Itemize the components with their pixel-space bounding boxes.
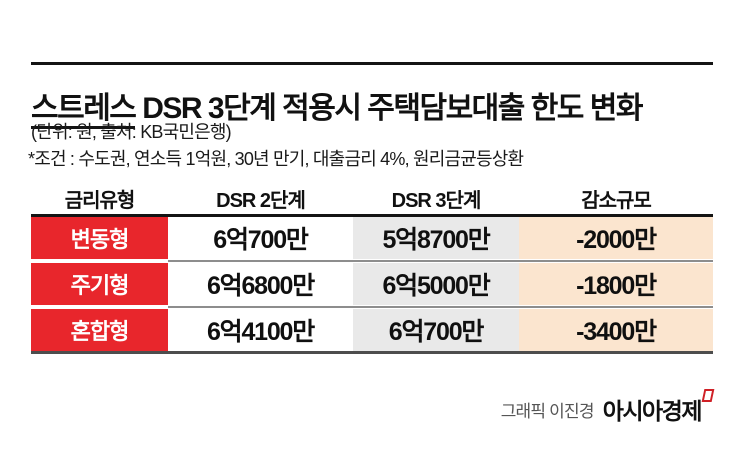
dsr3-value: 6억700만	[353, 309, 519, 351]
decrease-value: -3400만	[519, 309, 713, 351]
graphic-credit: 그래픽 이진경	[500, 401, 595, 421]
dsr3-value: 5억8700만	[353, 217, 519, 259]
brand-quote-mark-icon	[701, 389, 715, 402]
rate-type-label: 혼합형	[31, 309, 168, 351]
column-header-dsr2: DSR 2단계	[216, 190, 306, 212]
column-header-decrease: 감소규모	[581, 190, 652, 212]
decrease-value: -2000만	[519, 217, 713, 259]
table-row: 주기형 6억6800만 6억5000만 -1800만	[31, 263, 713, 305]
brand-text: 아시아경제	[602, 398, 703, 424]
dsr2-value: 6억6800만	[168, 263, 353, 305]
asia-economy-logo: 아시아경제	[602, 389, 715, 426]
dsr2-value: 6억4100만	[168, 309, 353, 351]
row-separator	[31, 259, 713, 263]
rate-type-label: 주기형	[31, 263, 168, 305]
condition-note: *조건 : 수도권, 연소득 1억원, 30년 만기, 대출금리 4%, 원리금…	[28, 149, 524, 169]
dsr3-value: 6억5000만	[353, 263, 519, 305]
column-header-dsr3: DSR 3단계	[391, 190, 482, 212]
table-bottom-rule	[31, 351, 713, 354]
footer-credit-area: 그래픽 이진경 아시아경제	[500, 389, 715, 426]
top-rule	[31, 62, 713, 65]
dsr2-value: 6억700만	[168, 217, 353, 259]
table-header-row: 금리유형 DSR 2단계 DSR 3단계 감소규모	[31, 183, 713, 214]
table-row: 혼합형 6억4100만 6억700만 -3400만	[31, 309, 713, 351]
title-emphasis: 스트레스	[31, 92, 137, 130]
row-separator	[31, 305, 713, 309]
dsr-limit-table: 금리유형 DSR 2단계 DSR 3단계 감소규모 변동형 6억700만 5억8…	[31, 183, 713, 354]
rate-type-label: 변동형	[31, 217, 168, 259]
header-rule	[31, 214, 713, 217]
title-rest: DSR 3단계 적용시 주택담보대출 한도 변화	[135, 92, 643, 126]
table-row: 변동형 6억700만 5억8700만 -2000만	[31, 217, 713, 259]
decrease-value: -1800만	[519, 263, 713, 305]
column-header-rate-type: 금리유형	[64, 190, 136, 212]
unit-source-note: (단위: 원, 출처: KB국민은행)	[31, 122, 232, 142]
page-title: 스트레스 DSR 3단계 적용시 주택담보대출 한도 변화	[31, 91, 731, 130]
